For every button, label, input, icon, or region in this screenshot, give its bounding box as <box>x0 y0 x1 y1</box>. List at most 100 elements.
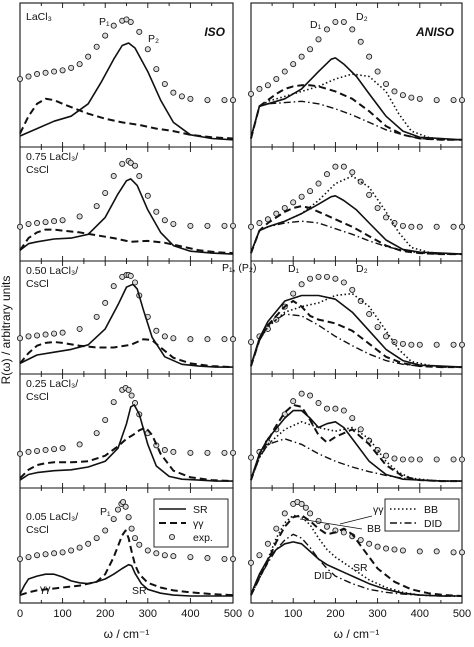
data-point-exp <box>281 510 288 517</box>
data-point-exp <box>416 95 423 102</box>
series-line-sr <box>250 195 463 255</box>
data-point-exp <box>144 192 151 199</box>
data-point-exp <box>25 73 32 80</box>
data-point-exp <box>34 552 41 559</box>
data-point-exp <box>340 163 347 170</box>
x-tick-label: 400 <box>181 608 199 620</box>
data-point-exp <box>153 327 160 334</box>
series-line-sr <box>19 42 234 141</box>
data-point-exp <box>298 500 305 507</box>
panel-iso-4: 0.25 LaCl₃/CsCl <box>16 373 236 488</box>
data-point-exp <box>247 90 254 97</box>
data-point-exp <box>51 446 58 453</box>
data-point-exp <box>25 554 32 561</box>
data-point-exp <box>204 555 211 562</box>
data-point-exp <box>93 313 100 320</box>
data-point-exp <box>76 213 83 220</box>
data-point-exp <box>315 36 322 43</box>
legend-aniso: BB DID <box>299 498 460 532</box>
data-point-exp <box>357 537 364 544</box>
peak-annotation: P₁, (P₂) <box>222 262 256 274</box>
data-point-exp <box>290 199 297 206</box>
series-line-sr <box>250 541 462 597</box>
panel-iso-5: 0.05 LaCl₃/CsCl P₁ γγ SR <box>16 487 236 603</box>
data-point-exp <box>93 203 100 210</box>
x-tick-label: 0 <box>248 608 254 620</box>
series-line-bb <box>250 175 462 255</box>
data-point-exp <box>204 222 211 229</box>
panel-iso-3: 0.50 LaCl₃/CsCl P₁, (P₂) <box>16 260 256 374</box>
data-point-exp <box>391 88 398 95</box>
data-point-exp <box>110 399 117 406</box>
data-point-exp <box>458 97 465 104</box>
data-point-exp <box>256 552 263 559</box>
data-point-exp <box>340 18 347 25</box>
data-point-exp <box>161 80 168 87</box>
data-point-exp <box>374 204 381 211</box>
data-point-exp <box>76 544 83 551</box>
data-point-exp <box>187 95 194 102</box>
panel-sample-label: 0.75 LaCl₃/ <box>26 151 78 163</box>
data-point-exp <box>93 430 100 437</box>
data-point-exp <box>458 456 465 463</box>
series-line-gg <box>19 228 234 255</box>
x-tick-label: 400 <box>411 608 429 620</box>
peak-annotation: BB <box>367 523 381 535</box>
data-point-exp <box>204 97 211 104</box>
data-point-exp <box>315 518 322 525</box>
series-line-sr <box>250 57 463 141</box>
data-point-exp <box>408 94 415 101</box>
column-label-aniso: ANISO <box>415 25 455 39</box>
data-point-exp <box>416 341 423 348</box>
data-point-exp <box>178 93 185 100</box>
peak-annotation: P₁ <box>99 16 110 28</box>
data-point-exp <box>59 549 66 556</box>
peak-annotation: D₂ <box>356 11 368 23</box>
x-tick-label: 200 <box>96 608 114 620</box>
data-point-exp <box>25 448 32 455</box>
data-point-exp <box>416 223 423 230</box>
data-point-exp <box>161 447 168 454</box>
data-point-exp <box>125 514 132 521</box>
data-point-exp <box>307 275 314 282</box>
series-line-sr <box>19 178 234 255</box>
data-point-exp <box>433 548 440 555</box>
data-point-exp <box>51 550 58 557</box>
data-point-exp <box>127 18 134 25</box>
data-point-exp <box>383 545 390 552</box>
panel-sample-label: 0.05 LaCl₃/ <box>26 511 78 523</box>
series-line-gg <box>250 205 462 256</box>
peak-annotation: SR <box>132 585 147 597</box>
data-point-exp <box>247 559 254 566</box>
data-point-exp <box>340 279 347 286</box>
x-tick-label: 100 <box>53 608 71 620</box>
panel-aniso-1: D₁ D₂ <box>247 3 465 147</box>
data-point-exp <box>221 556 228 563</box>
data-point-exp <box>93 43 100 50</box>
data-point-exp <box>110 516 117 523</box>
data-point-exp <box>221 222 228 229</box>
data-point-exp <box>51 330 58 337</box>
data-point-exp <box>34 332 41 339</box>
series-line-gg <box>250 84 462 141</box>
data-point-exp <box>42 447 49 454</box>
series-line-bb <box>250 514 462 597</box>
data-point-exp <box>42 551 49 558</box>
data-point-exp <box>383 452 390 459</box>
series-line-did <box>250 438 462 482</box>
data-point-exp <box>366 191 373 198</box>
data-point-exp <box>357 426 364 433</box>
peak-annotation: P₂ <box>148 33 159 45</box>
series-line-bb <box>250 73 462 141</box>
data-point-exp <box>450 549 457 556</box>
data-point-exp <box>340 407 347 414</box>
data-point-exp <box>204 449 211 456</box>
data-point-exp <box>119 160 126 167</box>
x-tick-label: 0 <box>17 608 23 620</box>
legend-box <box>384 498 460 532</box>
data-point-exp <box>273 76 280 83</box>
data-point-exp <box>332 163 339 170</box>
data-point-exp <box>433 456 440 463</box>
series-line-gg <box>250 403 462 483</box>
